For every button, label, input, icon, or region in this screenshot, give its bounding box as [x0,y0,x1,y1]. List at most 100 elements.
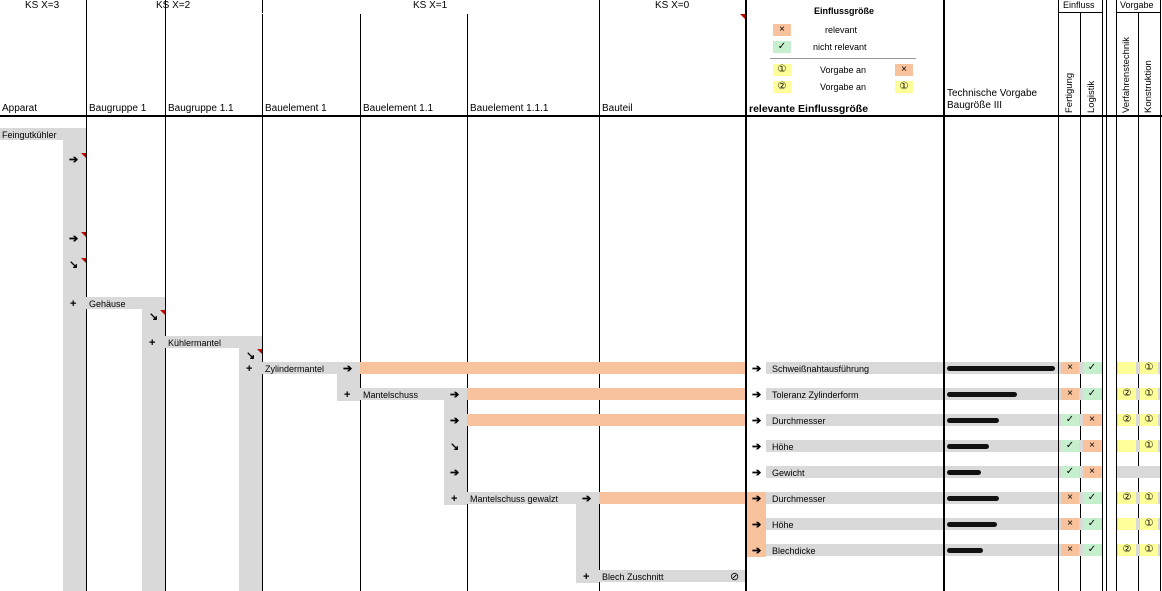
legend-notrelevant-label: nicht relevant [813,42,867,52]
fertigung-cell[interactable]: × [1061,492,1079,504]
fertigung-cell[interactable]: × [1061,362,1079,374]
legend-notrelevant-symbol: ✓ [773,41,791,53]
influence-row-bg [766,518,943,530]
arrow-right-icon: ➔ [752,441,762,453]
header-bauelement-1-1-1: Bauelement 1.1.1 [470,103,549,114]
logistik-cell[interactable]: ✓ [1083,518,1101,530]
arrow-right-icon: ➔ [450,415,460,427]
col-divider [86,0,87,591]
arrow-right-icon: ➔ [582,493,592,505]
tech-vorgabe-cell [945,440,1058,452]
konstruktion-cell[interactable]: ① [1140,388,1158,400]
logistik-cell[interactable]: ✓ [1083,388,1101,400]
header-apparat: Apparat [2,103,38,114]
tree-row-mantelschuss-gewalzt [467,492,599,504]
verfahrenstechnik-cell[interactable] [1118,440,1136,452]
arrow-diag-icon: ↘ [149,311,159,323]
arrow-right-icon: ➔ [752,493,762,505]
header-baugroesse: Baugröße III [947,100,1003,111]
tree-label-zylindermantel: Zylindermantel [265,364,325,374]
legend-vorgabe2-label: Vorgabe an [820,82,867,92]
ks2-label: KS X=2 [156,0,191,11]
verfahrenstechnik-cell[interactable] [1118,362,1136,374]
verfahrenstechnik-cell[interactable]: ② [1118,414,1136,426]
expand-plus-icon[interactable]: + [451,493,458,505]
arrow-diag-icon: ↘ [69,259,79,271]
col-divider [262,0,263,591]
vorgabe-group-label: Vorgabe [1120,0,1154,10]
arrow-right-icon: ➔ [69,233,79,245]
header-logistik: Logistik [1086,80,1097,113]
logistik-cell[interactable]: ✓ [1083,544,1101,556]
group-gap [262,13,599,14]
logistik-cell[interactable]: ✓ [1083,362,1101,374]
konstruktion-cell[interactable]: ① [1140,414,1158,426]
logistik-cell[interactable]: ✓ [1083,492,1101,504]
logistik-cell[interactable]: × [1083,414,1101,426]
verfahrenstechnik-cell[interactable] [1118,466,1136,478]
fertigung-cell[interactable]: ✓ [1061,440,1079,452]
tree-row-blech-zuschnitt [599,570,745,582]
ks3-label: KS X=3 [25,0,60,11]
tree-row-feingutkuehler [0,128,86,140]
col-divider [1138,12,1139,591]
konstruktion-cell[interactable] [1140,466,1158,478]
expand-plus-icon[interactable]: + [246,363,253,375]
header-technische-vorgabe: Technische Vorgabe [947,88,1038,99]
comment-marker [740,14,745,19]
konstruktion-cell[interactable]: ① [1140,492,1158,504]
influence-name: Gewicht [772,468,805,478]
fertigung-cell[interactable]: ✓ [1061,414,1079,426]
expand-plus-icon[interactable]: + [149,337,156,349]
redacted-value [947,470,981,475]
fertigung-cell[interactable]: × [1061,518,1079,530]
expand-plus-icon[interactable]: + [344,389,351,401]
influence-row-bg [766,440,943,452]
fertigung-cell[interactable]: × [1061,388,1079,400]
influence-bar [467,388,745,400]
fertigung-cell[interactable]: × [1061,544,1079,556]
comment-marker [81,153,86,158]
influence-name: Toleranz Zylinderform [772,390,859,400]
influence-row-bg [766,544,943,556]
konstruktion-cell[interactable]: ① [1140,544,1158,556]
tree-label-feingutkuehler: Feingutkühler [2,130,57,140]
header-bauelement-1-1: Bauelement 1.1 [363,103,434,114]
logistik-cell[interactable]: × [1083,466,1101,478]
expand-plus-icon[interactable]: + [583,571,590,583]
tech-vorgabe-cell [945,518,1058,530]
arrow-right-icon: ➔ [343,363,353,375]
influence-name: Durchmesser [772,494,826,504]
verfahrenstechnik-cell[interactable]: ② [1118,388,1136,400]
header-rule [0,115,1162,117]
comment-marker [160,310,165,315]
legend-vorgabe2-symbol: ② [773,81,791,93]
header-baugruppe-1-1: Baugruppe 1.1 [168,103,234,114]
col-divider [1080,12,1081,591]
verfahrenstechnik-cell[interactable] [1118,518,1136,530]
logistik-cell[interactable]: × [1083,440,1101,452]
col-divider [1160,0,1161,591]
tree-row-zylindermantel [262,362,360,374]
influence-bar [599,492,745,504]
col-divider [599,0,600,591]
konstruktion-cell[interactable]: ① [1140,440,1158,452]
einfluss-group-label: Einfluss [1063,0,1095,10]
arrow-diag-icon: ↘ [450,441,460,453]
konstruktion-cell[interactable]: ① [1140,518,1158,530]
konstruktion-cell[interactable]: ① [1140,362,1158,374]
tree-connector [142,309,165,591]
influence-bar [360,362,745,374]
fertigung-cell[interactable]: ✓ [1061,466,1079,478]
cell-bg [1117,466,1160,478]
legend-vorgabe1-symbol: ① [773,64,791,76]
tree-connector [576,504,599,583]
influence-row-bg [766,492,943,504]
verfahrenstechnik-cell[interactable]: ② [1118,492,1136,504]
influence-row-bg [766,362,943,374]
verfahrenstechnik-cell[interactable]: ② [1118,544,1136,556]
arrow-right-icon: ➔ [752,467,762,479]
tree-label-gehaeuse: Gehäuse [89,299,126,309]
legend-title: Einflussgröße [814,6,875,16]
expand-plus-icon[interactable]: + [70,298,77,310]
